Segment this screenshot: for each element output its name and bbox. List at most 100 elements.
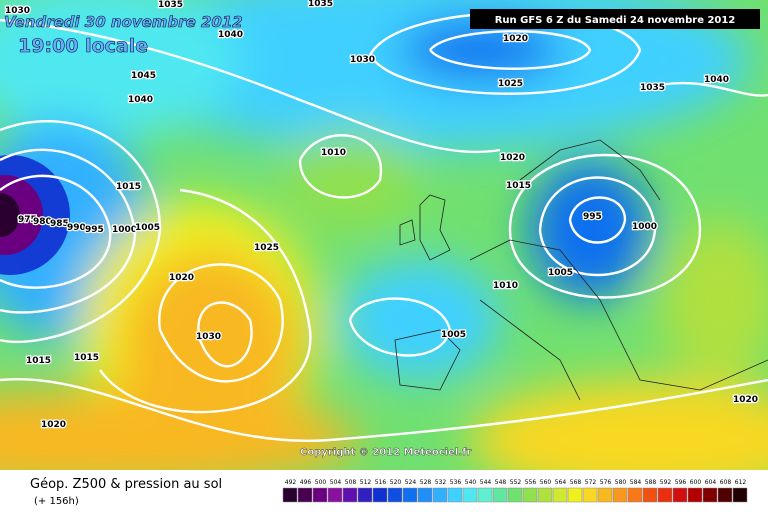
scale-label: 500 xyxy=(315,479,327,486)
run-box xyxy=(470,9,760,29)
scale-label: 560 xyxy=(540,479,552,486)
scale-label: 608 xyxy=(720,479,732,486)
scale-label: 496 xyxy=(300,479,312,486)
scale-label: 612 xyxy=(735,479,747,486)
scale-swatch xyxy=(282,487,298,503)
scale-swatch xyxy=(477,487,493,503)
isobars xyxy=(0,11,768,443)
isobar-label: 1020 xyxy=(500,153,525,163)
isobar-label: 995 xyxy=(583,212,602,222)
scale-label: 492 xyxy=(285,479,297,486)
scale-label: 536 xyxy=(450,479,462,486)
isobar-label: 1035 xyxy=(158,0,183,10)
isobar-label: 1015 xyxy=(506,181,531,191)
isobar-label: 1020 xyxy=(733,395,758,405)
scale-label: 576 xyxy=(600,479,612,486)
scale-swatch xyxy=(342,487,358,503)
scale-label: 512 xyxy=(360,479,372,486)
scale-label: 508 xyxy=(345,479,357,486)
scale-label: 600 xyxy=(690,479,702,486)
scale-swatch xyxy=(597,487,613,503)
scale-swatch xyxy=(372,487,388,503)
isobar-label: 1010 xyxy=(321,148,346,158)
scale-label: 544 xyxy=(480,479,492,486)
scale-swatch xyxy=(687,487,703,503)
copyright: Copyright © 2012 Meteociel.fr xyxy=(300,447,471,458)
scale-label: 580 xyxy=(615,479,627,486)
forecast-time: 19:00 locale xyxy=(18,35,148,57)
legend-title: Géop. Z500 & pression au sol xyxy=(30,477,222,492)
isobar-label: 1040 xyxy=(704,75,729,85)
isobar-label: 1015 xyxy=(116,182,141,192)
scale-label: 524 xyxy=(405,479,417,486)
scale-label: 588 xyxy=(645,479,657,486)
scale-label: 584 xyxy=(630,479,642,486)
scale-swatch xyxy=(582,487,598,503)
scale-swatch xyxy=(297,487,313,503)
isobar-label: 990 xyxy=(67,223,86,233)
isobar-label: 1030 xyxy=(5,6,30,16)
scale-swatch xyxy=(717,487,733,503)
scale-label: 540 xyxy=(465,479,477,486)
isobar-label: 1005 xyxy=(135,223,160,233)
scale-swatch xyxy=(657,487,673,503)
scale-swatch xyxy=(492,487,508,503)
scale-label: 532 xyxy=(435,479,447,486)
isobar-label: 1025 xyxy=(498,79,523,89)
isobar-label: 1010 xyxy=(493,281,518,291)
isobar-label: 995 xyxy=(85,225,104,235)
scale-label: 572 xyxy=(585,479,597,486)
isobar-label: 1045 xyxy=(131,71,156,81)
isobar-label: 1000 xyxy=(112,225,137,235)
isobar-label: 1000 xyxy=(632,222,657,232)
scale-label: 564 xyxy=(555,479,567,486)
run-label: Run GFS 6 Z du Samedi 24 novembre 2012 xyxy=(495,15,736,26)
isobar-label: 1015 xyxy=(74,353,99,363)
isobar-label: 1040 xyxy=(218,30,243,40)
isobar-label: 985 xyxy=(50,219,69,229)
coastlines xyxy=(394,139,768,401)
scale-swatch xyxy=(417,487,433,503)
scale-label: 596 xyxy=(675,479,687,486)
scale-swatch xyxy=(387,487,403,503)
isobar-label: 1020 xyxy=(503,34,528,44)
scale-swatch xyxy=(672,487,688,503)
isobar-label: 975 xyxy=(18,215,37,225)
isobar-label: 1025 xyxy=(254,243,279,253)
scale-label: 568 xyxy=(570,479,582,486)
scale-swatch xyxy=(537,487,553,503)
isobar-label: 1020 xyxy=(169,273,194,283)
scale-label: 604 xyxy=(705,479,717,486)
map-field xyxy=(0,0,768,470)
isobar-label: 980 xyxy=(33,217,52,227)
scale-swatch xyxy=(642,487,658,503)
scale-label: 516 xyxy=(375,479,387,486)
isobar-label: 1030 xyxy=(196,332,221,342)
scale-label: 504 xyxy=(330,479,342,486)
scale-swatch xyxy=(462,487,478,503)
scale-label: 592 xyxy=(660,479,672,486)
scale-swatch xyxy=(432,487,448,503)
isobar-label: 1040 xyxy=(128,95,153,105)
scale-swatch xyxy=(702,487,718,503)
scale-swatch xyxy=(732,487,748,503)
isobar-label: 1015 xyxy=(26,356,51,366)
scale-swatch xyxy=(627,487,643,503)
scale-swatch xyxy=(447,487,463,503)
legend-lead: (+ 156h) xyxy=(34,496,79,507)
isobar-label: 1030 xyxy=(350,55,375,65)
scale-swatch xyxy=(402,487,418,503)
scale-label: 520 xyxy=(390,479,402,486)
isobar-label: 1005 xyxy=(441,330,466,340)
isobar-label: 1005 xyxy=(548,268,573,278)
isobar-label: 1035 xyxy=(640,83,665,93)
scale-swatch xyxy=(357,487,373,503)
scale-label: 528 xyxy=(420,479,432,486)
isobar-label: 1020 xyxy=(41,420,66,430)
scale-swatch xyxy=(327,487,343,503)
scale-swatch xyxy=(612,487,628,503)
scale-label: 548 xyxy=(495,479,507,486)
scale-swatch xyxy=(552,487,568,503)
scale-label: 556 xyxy=(525,479,537,486)
